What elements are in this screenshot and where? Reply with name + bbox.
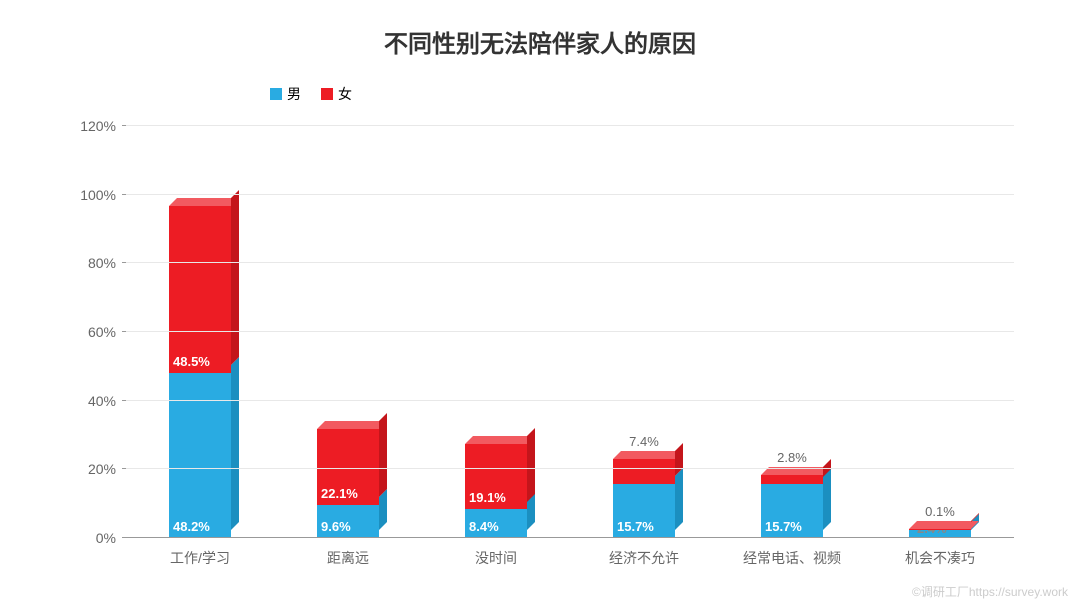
bars-container: 48.2%48.5%工作/学习9.6%22.1%距离远8.4%19.1%没时间1… (126, 126, 1014, 538)
bar-segment-male: 9.6% (317, 505, 379, 538)
bar-segment-female: 19.1% (465, 444, 527, 510)
bar-stack: 15.7% 7.4% (613, 459, 675, 538)
bar-value-male: 48.2% (173, 519, 210, 534)
y-axis-label: 60% (88, 324, 126, 340)
bar-group: 48.2%48.5%工作/学习 (126, 126, 274, 538)
gridline (126, 331, 1014, 332)
x-axis-label: 机会不凑巧 (905, 538, 975, 568)
x-axis-label: 距离远 (327, 538, 369, 568)
bar-stack: 48.2% 48.5% (169, 206, 231, 538)
bar-segment-male: 48.2% (169, 373, 231, 538)
y-axis-label: 100% (80, 187, 126, 203)
bar-value-female: 22.1% (321, 486, 358, 501)
bar-value-male: 9.6% (321, 519, 351, 534)
bar-segment-male: 15.7% (761, 484, 823, 538)
bar-group: 9.6%22.1%距离远 (274, 126, 422, 538)
bar-value-male: 8.4% (469, 519, 499, 534)
bar-value-female: 19.1% (469, 490, 506, 505)
bar-stack: 9.6% 22.1% (317, 429, 379, 538)
bar-value-female: 2.8% (777, 450, 807, 465)
bar-group: 15.7%7.4%经济不允许 (570, 126, 718, 538)
bar-group: 8.4%19.1%没时间 (422, 126, 570, 538)
x-axis-label: 工作/学习 (170, 538, 230, 568)
legend-item: 男 (270, 84, 301, 104)
bar-value-female: 0.1% (925, 504, 955, 519)
bar-segment-female: 2.8% (761, 475, 823, 485)
legend: 男女 (270, 84, 352, 104)
y-axis-label: 20% (88, 461, 126, 477)
x-axis-label: 经济不允许 (609, 538, 679, 568)
bar-group: 2.4%0.1%机会不凑巧 (866, 126, 1014, 538)
footer-credit: ©调研工厂https://survey.work (912, 583, 1068, 600)
bar-segment-female: 22.1% (317, 429, 379, 505)
chart-plot-area: 48.2%48.5%工作/学习9.6%22.1%距离远8.4%19.1%没时间1… (126, 126, 1014, 538)
legend-item: 女 (321, 84, 352, 104)
x-axis-label: 经常电话、视频 (743, 538, 841, 568)
chart-title: 不同性别无法陪伴家人的原因 (0, 24, 1080, 59)
bar-segment-female: 7.4% (613, 459, 675, 484)
bar-value-female: 7.4% (629, 434, 659, 449)
y-axis-label: 120% (80, 118, 126, 134)
bar-stack: 15.7% 2.8% (761, 475, 823, 539)
y-axis-label: 80% (88, 255, 126, 271)
gridline (126, 400, 1014, 401)
x-axis-label: 没时间 (475, 538, 517, 568)
y-axis-label: 40% (88, 393, 126, 409)
gridline (126, 125, 1014, 126)
legend-swatch (270, 88, 282, 100)
bar-stack: 8.4% 19.1% (465, 444, 527, 538)
bar-group: 15.7%2.8%经常电话、视频 (718, 126, 866, 538)
y-axis-label: 0% (96, 530, 126, 546)
legend-label: 女 (338, 84, 352, 104)
bar-value-male: 15.7% (765, 519, 802, 534)
legend-label: 男 (287, 84, 301, 104)
legend-swatch (321, 88, 333, 100)
bar-value-female: 48.5% (173, 354, 210, 369)
bar-value-male: 15.7% (617, 519, 654, 534)
bar-segment-male: 15.7% (613, 484, 675, 538)
bar-segment-female: 48.5% (169, 206, 231, 373)
x-axis-line (126, 537, 1014, 538)
gridline (126, 194, 1014, 195)
bar-segment-male: 8.4% (465, 509, 527, 538)
gridline (126, 468, 1014, 469)
gridline (126, 262, 1014, 263)
